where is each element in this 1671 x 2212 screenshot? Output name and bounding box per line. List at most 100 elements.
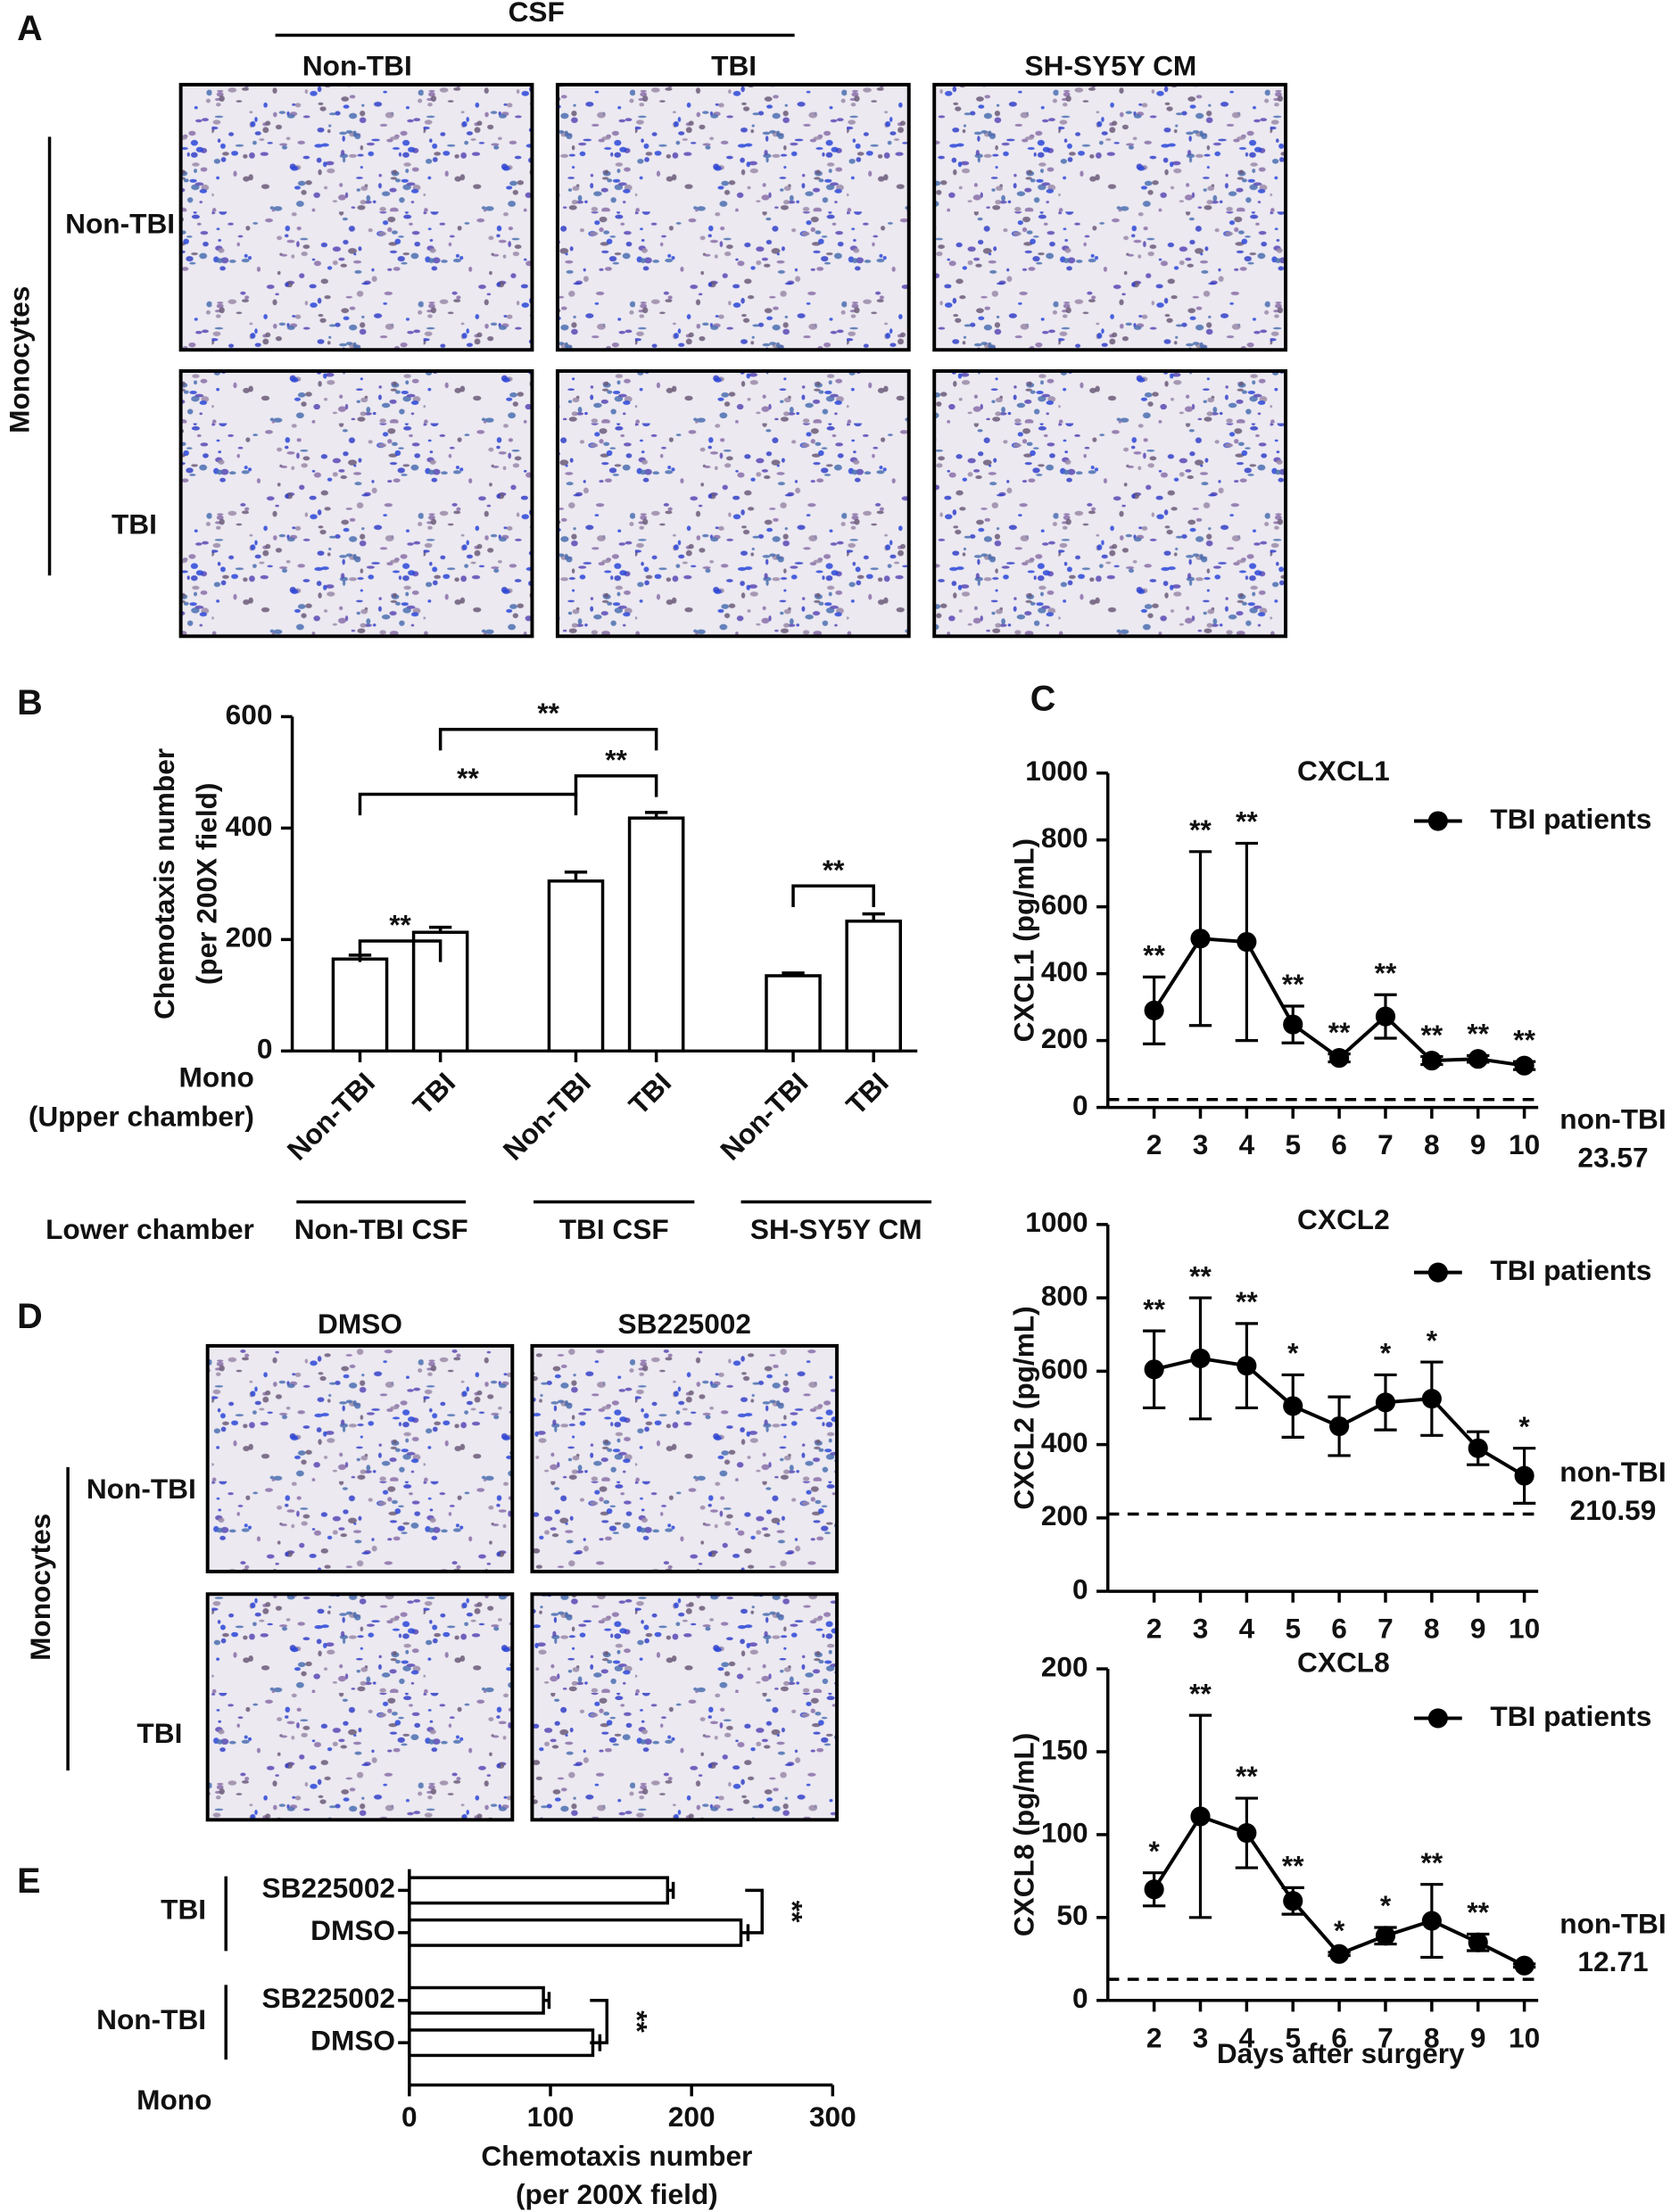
bar <box>845 920 902 1053</box>
x-tick-label: 8 <box>1424 1128 1440 1160</box>
significance-label: ** <box>1375 956 1397 988</box>
marker <box>1468 1438 1488 1458</box>
marker <box>1375 1392 1396 1413</box>
marker <box>1237 1822 1257 1844</box>
marker <box>1237 1356 1257 1376</box>
y-axis-label: Chemotaxis number <box>148 748 180 1019</box>
x-tick-label: 100 <box>527 2101 575 2133</box>
legend-label: TBI patients <box>1490 1254 1651 1286</box>
x-tick-label: 9 <box>1470 1128 1486 1160</box>
micrograph <box>178 368 534 639</box>
marker <box>1329 1048 1350 1069</box>
group-label: TBI <box>161 1893 206 1925</box>
micrograph <box>530 1343 840 1573</box>
row-label: Non-TBI <box>87 1473 196 1505</box>
y-tick-label: 200 <box>1041 1650 1088 1682</box>
bar <box>331 957 389 1053</box>
reference-value: 12.71 <box>1577 1945 1648 1977</box>
chart-title: CXCL8 <box>1297 1647 1390 1679</box>
significance-bracket <box>574 774 658 797</box>
micrograph <box>178 82 534 352</box>
legend-label: TBI patients <box>1490 1700 1651 1732</box>
y-tick-label: 50 <box>1056 1899 1088 1931</box>
significance-label: ** <box>1143 939 1165 971</box>
x-tick-label: 7 <box>1377 1128 1394 1160</box>
column-label: SB225002 <box>618 1308 751 1340</box>
y-tick-label: 400 <box>1041 1426 1088 1458</box>
row-label: TBI <box>112 508 157 540</box>
y-tick-label: 0 <box>257 1033 273 1065</box>
y-tick-label: 0 <box>1072 1089 1088 1121</box>
significance-label: ** <box>1328 1016 1351 1048</box>
y-axis-label: (per 200X field) <box>191 783 223 986</box>
micrograph <box>555 368 911 639</box>
significance-label: ** <box>1236 1285 1258 1317</box>
y-tick-label: SB225002 <box>262 1872 395 1904</box>
significance-label: ** <box>622 2010 654 2033</box>
x-tick-label: 9 <box>1470 2021 1486 2053</box>
significance-label: * <box>1380 1337 1392 1369</box>
x-tick-label: 10 <box>1509 1128 1540 1160</box>
marker <box>1514 1055 1535 1076</box>
micrograph <box>932 82 1288 352</box>
column-label: TBI <box>711 49 757 81</box>
panel-label: E <box>17 1861 40 1901</box>
x-tick-label: 3 <box>1193 1128 1209 1160</box>
header: CSF <box>509 0 565 28</box>
marker <box>1468 1049 1488 1069</box>
panel-label: C <box>1030 680 1056 719</box>
bar <box>408 1985 545 2015</box>
x-tick-label: 6 <box>1331 1613 1347 1645</box>
x-tick-label: 3 <box>1193 1613 1209 1645</box>
y-axis-label: CXCL1 (pg/mL) <box>1007 838 1039 1042</box>
group-label: SH-SY5Y CM <box>750 1213 922 1245</box>
y-tick-label: 1000 <box>1025 1206 1088 1238</box>
column-label: SH-SY5Y CM <box>1025 49 1197 81</box>
significance-label: ** <box>605 743 627 775</box>
marker <box>1283 1014 1303 1035</box>
legend-label: TBI patients <box>1490 803 1651 835</box>
marker <box>1144 1000 1164 1020</box>
marker <box>1514 1465 1535 1486</box>
marker <box>1375 1006 1396 1027</box>
bar <box>408 1918 743 1947</box>
y-tick-label: 0 <box>1072 1572 1088 1605</box>
significance-label: ** <box>777 1901 809 1923</box>
y-tick-label: 200 <box>226 921 273 953</box>
significance-label: * <box>1334 1914 1345 1946</box>
significance-label: ** <box>1421 1019 1444 1051</box>
significance-label: ** <box>1189 813 1212 846</box>
y-tick-label: 400 <box>226 810 273 842</box>
significance-label: ** <box>457 762 479 794</box>
significance-bracket <box>358 939 443 962</box>
bar <box>627 816 685 1053</box>
marker <box>1190 929 1211 949</box>
significance-label: * <box>1518 1410 1530 1442</box>
significance-bracket <box>358 792 578 816</box>
x-axis-label: (per 200X field) <box>516 2178 718 2210</box>
significance-label: ** <box>1513 1023 1535 1055</box>
y-tick-label: 100 <box>1041 1816 1088 1848</box>
row-label: Mono <box>136 2084 211 2116</box>
x-tick-label: 6 <box>1331 2021 1347 2053</box>
reference-label: non-TBI <box>1559 1456 1666 1488</box>
significance-bracket <box>745 1888 764 1935</box>
bar <box>408 1876 670 1905</box>
bar <box>408 2028 595 2058</box>
micrograph <box>205 1592 515 1822</box>
significance-label: ** <box>1467 1018 1489 1050</box>
y-tick-label: 200 <box>1041 1022 1088 1054</box>
significance-label: ** <box>823 854 845 886</box>
x-tick-label: 0 <box>401 2101 418 2133</box>
y-tick-label: DMSO <box>310 2025 395 2057</box>
panel-label: D <box>17 1297 43 1336</box>
y-tick-label: 600 <box>1041 888 1088 920</box>
x-tick-label: 2 <box>1146 2021 1162 2053</box>
x-tick-label: 2 <box>1146 1613 1162 1645</box>
marker <box>1283 1396 1303 1416</box>
y-tick-label: 600 <box>226 698 273 730</box>
bar <box>547 879 605 1053</box>
group-label: TBI CSF <box>559 1213 669 1245</box>
x-tick-label: 4 <box>1239 1613 1255 1645</box>
legend-marker <box>1427 1708 1448 1729</box>
